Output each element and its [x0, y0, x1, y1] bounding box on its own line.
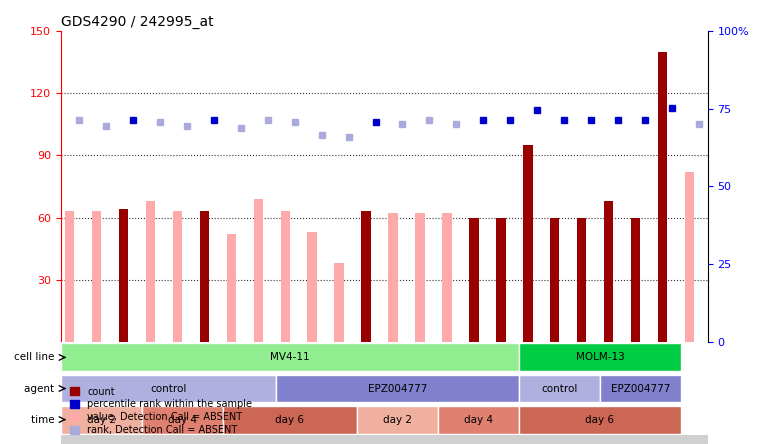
- Text: day 2: day 2: [384, 415, 412, 424]
- FancyBboxPatch shape: [222, 406, 358, 434]
- Text: EPZ004777: EPZ004777: [368, 384, 428, 393]
- FancyBboxPatch shape: [142, 406, 222, 434]
- Bar: [196, 342, 223, 444]
- Text: agent: agent: [24, 384, 61, 393]
- FancyBboxPatch shape: [438, 406, 519, 434]
- Text: MOLM-13: MOLM-13: [575, 353, 624, 362]
- Text: day 2: day 2: [87, 415, 116, 424]
- Text: day 4: day 4: [464, 415, 493, 424]
- Bar: [169, 342, 196, 444]
- Bar: [146, 201, 155, 342]
- Bar: [61, 342, 88, 444]
- Bar: [681, 342, 708, 444]
- Bar: [173, 211, 182, 342]
- FancyBboxPatch shape: [519, 344, 681, 371]
- Bar: [119, 209, 129, 342]
- FancyBboxPatch shape: [358, 406, 438, 434]
- Bar: [546, 342, 573, 444]
- Text: EPZ004777: EPZ004777: [610, 384, 670, 393]
- Bar: [222, 342, 250, 444]
- Bar: [388, 214, 398, 342]
- Bar: [307, 232, 317, 342]
- Bar: [627, 342, 654, 444]
- Bar: [115, 342, 142, 444]
- Bar: [416, 214, 425, 342]
- FancyBboxPatch shape: [519, 406, 681, 434]
- Bar: [600, 342, 627, 444]
- Bar: [142, 342, 169, 444]
- Bar: [470, 218, 479, 342]
- FancyBboxPatch shape: [276, 375, 519, 403]
- Bar: [88, 342, 115, 444]
- Bar: [199, 211, 209, 342]
- Bar: [465, 342, 492, 444]
- Bar: [250, 342, 276, 444]
- Bar: [523, 145, 533, 342]
- Bar: [411, 342, 438, 444]
- Bar: [384, 342, 411, 444]
- Bar: [334, 263, 344, 342]
- Text: day 4: day 4: [167, 415, 196, 424]
- Bar: [519, 342, 546, 444]
- Bar: [550, 218, 559, 342]
- FancyBboxPatch shape: [519, 375, 600, 403]
- Text: cell line: cell line: [14, 353, 61, 362]
- Text: time: time: [30, 415, 61, 424]
- Bar: [492, 342, 519, 444]
- Text: GDS4290 / 242995_at: GDS4290 / 242995_at: [61, 15, 214, 29]
- Text: MV4-11: MV4-11: [270, 353, 310, 362]
- Bar: [253, 199, 263, 342]
- Bar: [92, 211, 101, 342]
- Bar: [276, 342, 304, 444]
- Legend: count, percentile rank within the sample, value, Detection Call = ABSENT, rank, : count, percentile rank within the sample…: [65, 383, 256, 439]
- Bar: [361, 211, 371, 342]
- Bar: [604, 201, 613, 342]
- Text: day 6: day 6: [275, 415, 304, 424]
- Bar: [685, 172, 694, 342]
- Bar: [438, 342, 465, 444]
- Bar: [358, 342, 384, 444]
- Bar: [65, 211, 75, 342]
- Text: control: control: [151, 384, 187, 393]
- Bar: [330, 342, 358, 444]
- Bar: [631, 218, 640, 342]
- FancyBboxPatch shape: [600, 375, 681, 403]
- FancyBboxPatch shape: [61, 406, 142, 434]
- Bar: [573, 342, 600, 444]
- Text: control: control: [541, 384, 578, 393]
- Bar: [442, 214, 452, 342]
- FancyBboxPatch shape: [61, 344, 519, 371]
- Bar: [654, 342, 681, 444]
- Bar: [496, 218, 505, 342]
- Bar: [577, 218, 587, 342]
- Bar: [304, 342, 330, 444]
- Bar: [281, 211, 290, 342]
- Bar: [227, 234, 236, 342]
- FancyBboxPatch shape: [61, 375, 276, 403]
- Bar: [658, 52, 667, 342]
- Text: day 6: day 6: [585, 415, 614, 424]
